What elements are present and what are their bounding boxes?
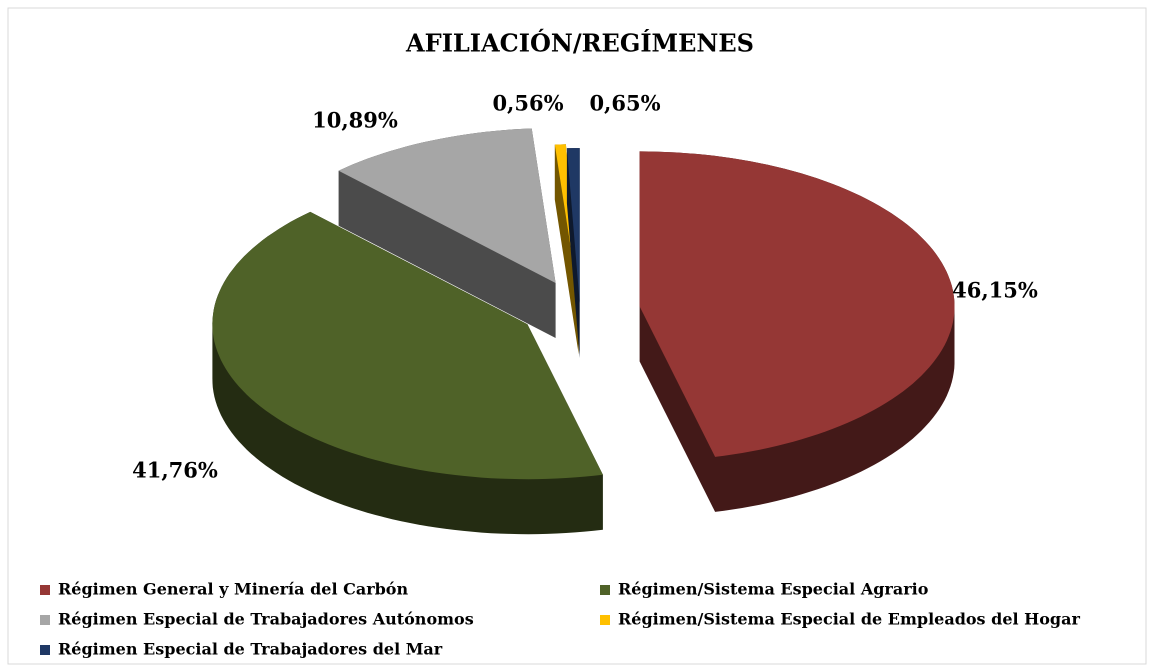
legend-swatch (600, 615, 610, 625)
value-label: 0,65% (589, 91, 660, 116)
legend-swatch (40, 645, 50, 655)
slice (338, 128, 556, 283)
legend-label: Régimen Especial de Trabajadores del Mar (58, 640, 443, 659)
legend-label: Régimen Especial de Trabajadores Autónom… (58, 610, 474, 629)
value-label: 46,15% (952, 278, 1038, 303)
legend-label: Régimen General y Minería del Carbón (58, 580, 408, 599)
value-label: 41,76% (132, 458, 218, 483)
slice-side (554, 144, 579, 355)
value-label: 10,89% (312, 108, 398, 133)
legend-label: Régimen/Sistema Especial Agrario (618, 580, 929, 599)
slice (566, 148, 580, 304)
legend-swatch (600, 585, 610, 595)
legend-label: Régimen/Sistema Especial de Empleados de… (618, 610, 1080, 629)
chart-border (7, 7, 1147, 665)
legend-swatch (40, 615, 50, 625)
slice (639, 151, 955, 457)
legend-swatch (40, 585, 50, 595)
chart-title: AFILIACIÓN/REGÍMENES (405, 29, 754, 58)
slice (212, 211, 603, 480)
value-label: 0,56% (492, 91, 563, 116)
